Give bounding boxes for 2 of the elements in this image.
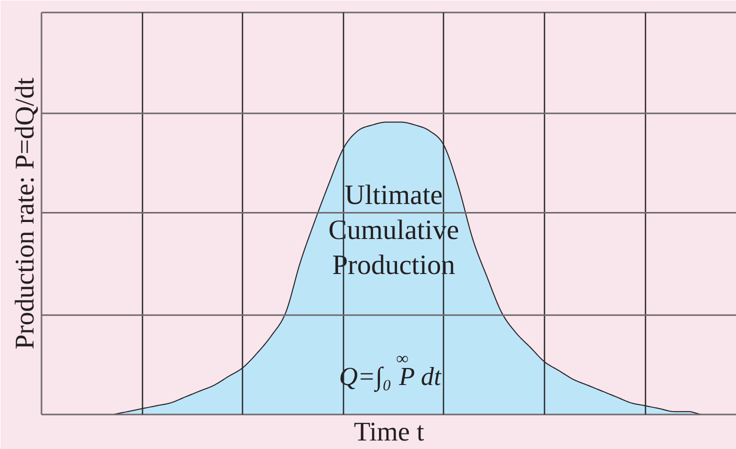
y-axis-title: Production rate: P=dQ/dt [10,77,40,350]
x-axis-title: Time t [354,416,425,446]
